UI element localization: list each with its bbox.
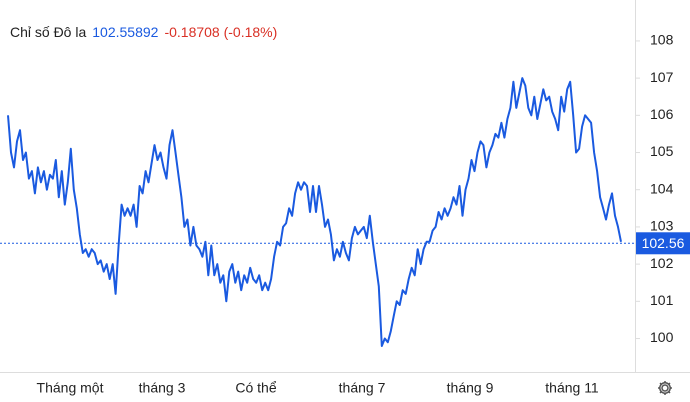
x-tick-label: Tháng một: [37, 380, 104, 396]
x-tick-label: tháng 7: [339, 380, 386, 396]
price: 102.55892: [92, 24, 159, 40]
x-tick-label: tháng 11: [545, 380, 599, 396]
settings-icon[interactable]: [658, 381, 672, 395]
y-tick-label: 105: [650, 143, 674, 159]
x-tick-label: tháng 9: [447, 380, 494, 396]
chart-header: Chỉ số Đô la 102.55892 -0.18708 (-0.18%): [10, 24, 283, 40]
y-tick-label: 101: [650, 292, 674, 308]
x-tick-label: Có thể: [235, 380, 276, 396]
x-tick-label: tháng 3: [139, 380, 186, 396]
price-label-box: [636, 232, 690, 255]
change: -0.18708 (-0.18%): [164, 24, 278, 40]
y-tick-label: 107: [650, 69, 674, 85]
y-tick-label: 108: [650, 32, 674, 48]
y-tick-label: 104: [650, 180, 674, 196]
line: [7, 77, 622, 347]
chart-title: Chỉ số Đô la: [10, 24, 87, 40]
y-tick-label: 106: [650, 106, 674, 122]
y-tick-label: 102: [650, 255, 674, 271]
y-tick-label: 103: [650, 218, 674, 234]
price-label: 102.56: [642, 235, 685, 251]
y-tick-label: 100: [650, 329, 674, 345]
